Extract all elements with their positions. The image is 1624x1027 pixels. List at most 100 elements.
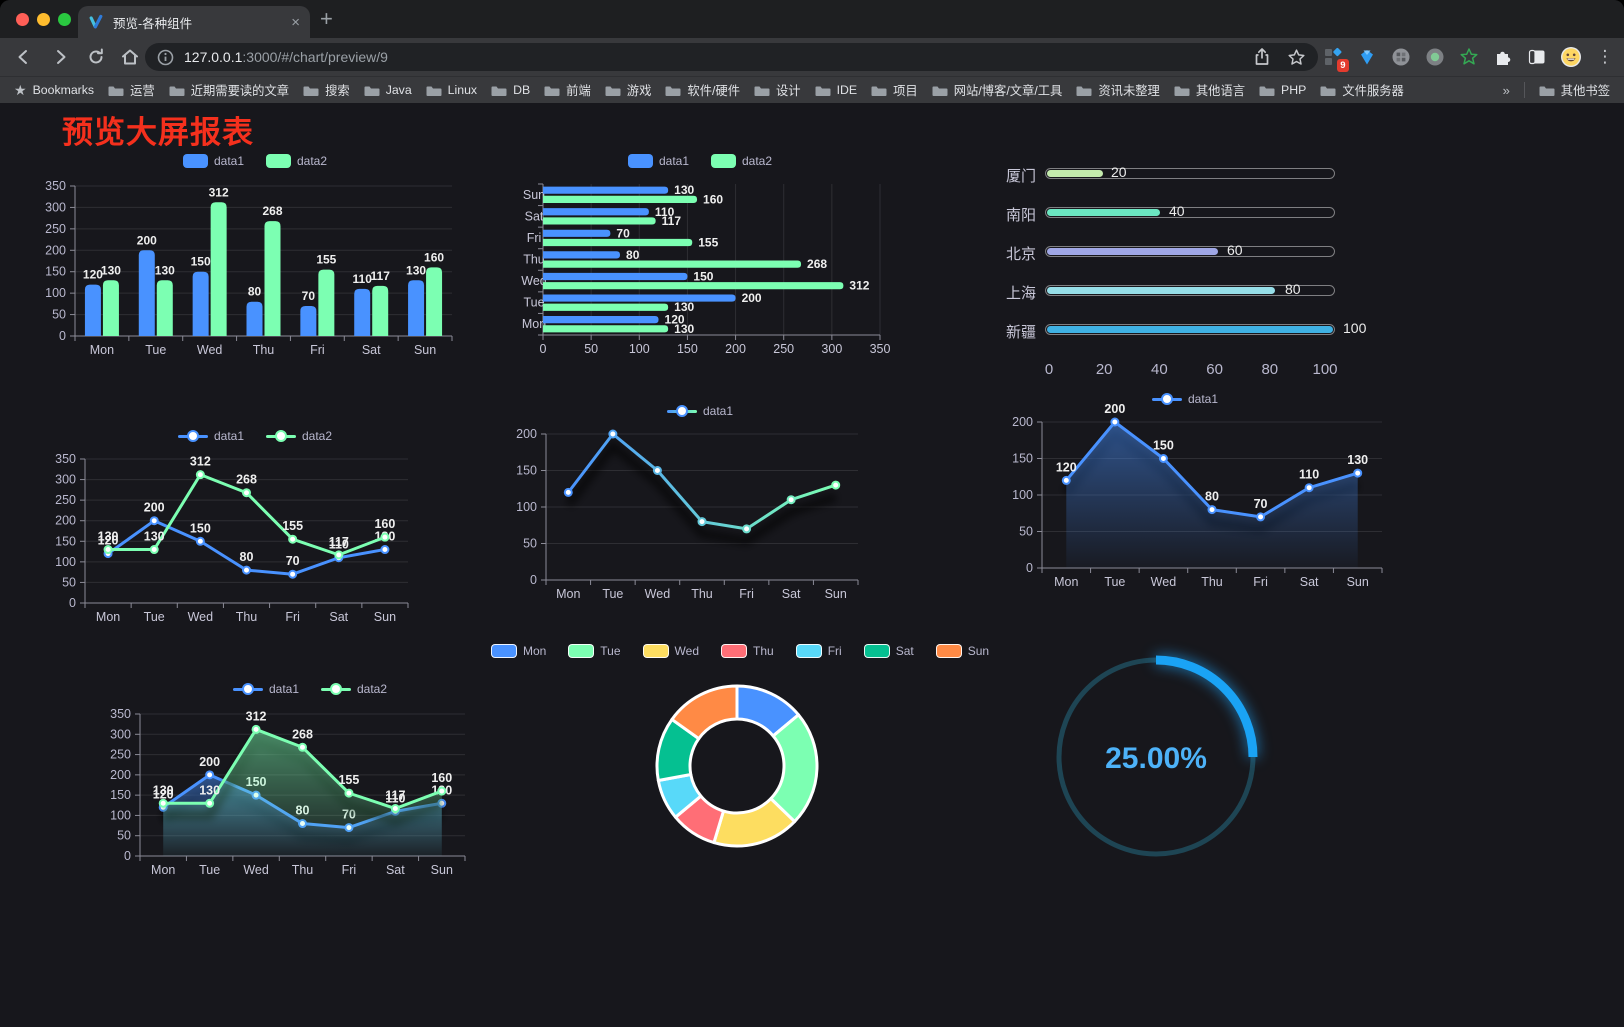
maximize-window-button[interactable] [58,13,71,26]
bookmark-item[interactable]: 软件/硬件 [665,81,740,99]
series-data1[interactable] [563,429,841,546]
bookmark-item[interactable]: 设计 [754,81,801,99]
bookmarks-manager[interactable]: ★ Bookmarks [14,82,94,99]
svg-text:150: 150 [693,269,713,283]
progress-row-北京[interactable]: 北京 60 [990,241,1385,263]
green-star-extension-icon[interactable] [1458,46,1480,68]
series-data1[interactable]: 120 200 150 80 70 110 130 [83,233,426,336]
minimize-window-button[interactable] [37,13,50,26]
bookmark-item[interactable]: 项目 [871,81,918,99]
legend-item-data1[interactable]: data1 [182,154,244,168]
chart-canvas[interactable]: 0 50 100 150 200 Mon Tue Wed Thu Fri Sat Sun [500,422,900,604]
bookmark-item[interactable]: 近期需要读的文章 [169,81,289,99]
svg-text:120: 120 [98,534,119,548]
reload-icon[interactable] [86,47,106,67]
progress-value: 100 [1343,320,1367,336]
axes: 0 50 100 150 200 Mon Tue Wed Thu Fri Sat Sun [516,427,859,601]
bookmark-item[interactable]: IDE [815,83,857,97]
bookmarks-overflow-chevron[interactable]: » [1502,82,1510,98]
address-bar[interactable]: 127.0.0.1 :3000/#/chart/preview/9 [145,43,1318,71]
series-data1[interactable]: 120 200 150 80 70 110 130 [1056,402,1368,568]
series-data2[interactable]: 160 117 155 268 312 130 130 [543,192,870,336]
gray-clover-extension-icon[interactable] [1390,46,1412,68]
bookmark-item[interactable]: 运营 [108,81,155,99]
chart-canvas[interactable]: 25.00% [1040,640,1280,880]
folder-icon [815,84,831,97]
legend-item-data1[interactable]: data1 [666,404,733,418]
chart-legend: Mon Tue Wed Thu Fri Sat Sun [490,640,989,662]
progress-row-新疆[interactable]: 新疆 100 [990,319,1385,341]
legend-item-Tue[interactable]: Tue [568,644,621,658]
bookmark-item[interactable]: 资讯未整理 [1076,81,1160,99]
chart-canvas[interactable]: 0 50 100 150 200 250 300 350 Mon Tue Wed Thu Fri Sat S… [40,172,470,358]
share-icon[interactable] [1253,47,1271,67]
green-dot-extension-icon[interactable] [1424,46,1446,68]
legend-item-data2[interactable]: data2 [321,682,387,696]
gem-extension-icon[interactable] [1356,46,1378,68]
chart-canvas[interactable] [550,662,930,867]
series-data2[interactable]: 130 130 312 268 155 117 160 [153,709,452,856]
pie-slices[interactable] [655,684,819,848]
legend-marker-icon [721,644,747,658]
home-icon[interactable] [120,47,140,67]
bookmark-item[interactable]: 游戏 [605,81,651,99]
axis-tick-label: 100 [1312,361,1338,378]
legend-label: data1 [1187,392,1219,406]
legend-item-Sun[interactable]: Sun [935,644,989,658]
bookmark-label: Linux [447,83,478,97]
grid-extension-icon[interactable]: 9 [1322,46,1349,72]
legend-item-Thu[interactable]: Thu [721,644,774,658]
folder-icon [169,84,185,97]
close-window-button[interactable] [16,13,29,26]
forward-icon[interactable] [50,47,70,67]
legend-item-Sat[interactable]: Sat [863,644,914,658]
bookmark-item[interactable]: PHP [1259,83,1306,97]
browser-menu-icon[interactable]: ⋮ [1596,47,1614,66]
legend-item-Fri[interactable]: Fri [795,644,842,658]
browser-tab[interactable]: 预览-各种组件 × [78,6,310,38]
legend-item-data1[interactable]: data1 [177,429,244,443]
emoji-extension-icon[interactable] [1560,46,1582,68]
legend-item-data1[interactable]: data1 [1151,392,1219,406]
bookmark-label: 其他语言 [1195,84,1246,98]
svg-text:160: 160 [431,771,452,785]
svg-text:Wed: Wed [243,863,269,877]
svg-text:Mon: Mon [522,317,546,331]
tab-close-icon[interactable]: × [291,13,300,31]
legend-item-data1[interactable]: data1 [627,154,689,168]
bookmark-item[interactable]: 其他语言 [1174,81,1245,99]
series-data2[interactable]: 130 130 312 268 155 117 160 [98,455,396,560]
side-panel-extension-icon[interactable] [1526,46,1548,68]
legend-item-data1[interactable]: data1 [232,682,299,696]
legend-item-data2[interactable]: data2 [266,429,332,443]
bookmark-item[interactable]: 搜索 [303,81,350,99]
series-data2[interactable]: 130 130 312 268 155 117 160 [101,185,444,336]
site-info-icon[interactable] [157,49,174,66]
svg-text:Sat: Sat [329,610,348,624]
bookmark-item[interactable]: 网站/博客/文章/工具 [932,81,1062,99]
progress-fill [1047,248,1218,255]
bookmark-item[interactable]: 文件服务器 [1320,81,1404,99]
bookmark-item[interactable]: Linux [426,83,477,97]
progress-row-厦门[interactable]: 厦门 20 [990,163,1385,185]
series-data1[interactable]: 130 110 70 80 150 200 120 [543,183,762,327]
bookmark-star-icon[interactable] [1287,48,1306,67]
puzzle-extension-icon[interactable] [1492,46,1514,68]
new-tab-button[interactable]: + [320,6,333,31]
chart-canvas[interactable]: 0 50 100 150 200 250 300 350 Sun Sat Fri Thu Wed Tue M… [500,172,900,364]
progress-row-南阳[interactable]: 南阳 40 [990,202,1385,224]
back-icon[interactable] [14,47,34,67]
bookmark-item[interactable]: DB [491,83,530,97]
bookmark-item[interactable]: 前端 [544,81,591,99]
chart-canvas[interactable]: 0 50 100 150 200 250 300 350 Mon Tue Wed Thu Fri Sat S… [100,700,520,880]
progress-row-上海[interactable]: 上海 80 [990,280,1385,302]
chart-canvas[interactable]: 0 50 100 150 200 250 300 350 Mon Tue Wed Thu Fri Sat S… [40,447,470,627]
legend-item-data2[interactable]: data2 [266,154,327,168]
legend-item-Mon[interactable]: Mon [490,644,546,658]
legend-item-data2[interactable]: data2 [711,154,772,168]
legend-item-Wed[interactable]: Wed [642,644,699,658]
other-bookmarks-folder[interactable]: 其他书签 [1539,81,1610,99]
bookmark-item[interactable]: Java [364,83,412,97]
series-data1[interactable]: 120 200 150 80 70 110 130 [98,501,396,579]
